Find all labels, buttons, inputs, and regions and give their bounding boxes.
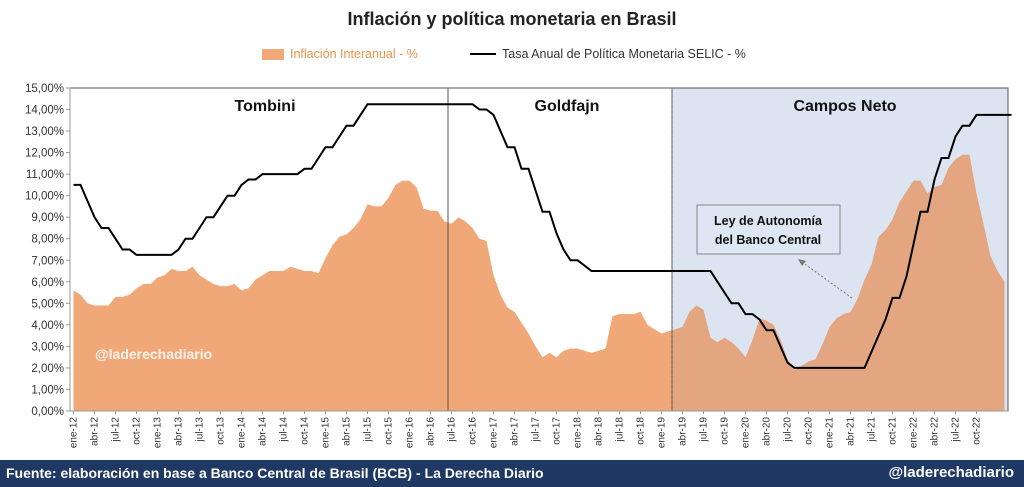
annotation-arrowhead [798,259,806,266]
x-tick-label: abr-22 [930,417,941,446]
x-tick-label: jul-18 [615,417,626,443]
x-tick-label: ene-19 [657,417,668,449]
x-tick-label: jul-12 [111,417,122,443]
x-tick-label: oct-22 [972,417,983,445]
x-tick-label: abr-16 [426,417,437,446]
x-tick-label: ene-15 [321,417,332,449]
x-tick-label: oct-20 [804,417,815,445]
y-tick-label: 8,00% [31,234,64,246]
period-label-tombini: Tombini [234,98,295,115]
y-tick-label: 12,00% [25,148,64,160]
footer-bar: Fuente: elaboración en base a Banco Cent… [0,460,1024,487]
x-tick-label: abr-12 [90,417,101,446]
y-tick-label: 4,00% [31,320,64,332]
x-tick-label: ene-20 [741,417,752,449]
y-tick-label: 3,00% [31,341,64,353]
period-label-campos-neto: Campos Neto [793,98,896,115]
x-tick-label: ene-21 [825,417,836,449]
selic-line [73,103,1012,369]
legend-label-selic: Tasa Anual de Política Monetaria SELIC -… [502,47,746,61]
x-tick-label: oct-15 [384,417,395,445]
x-tick-label: abr-17 [510,417,521,446]
x-tick-label: jul-15 [363,417,374,443]
x-tick-label: ene-12 [69,417,80,449]
x-tick-label: jul-16 [447,417,458,443]
x-tick-label: oct-12 [132,417,143,445]
period-label-goldfajn: Goldfajn [535,98,600,115]
annotation-line1: Ley de Autonomía [714,214,823,228]
x-tick-label: ene-16 [405,417,416,449]
y-tick-label: 15,00% [25,83,64,95]
y-tick-label: 7,00% [31,255,64,267]
x-tick-label: oct-14 [300,417,311,445]
y-tick-label: 1,00% [31,384,64,396]
y-tick-label: 10,00% [25,191,64,203]
inflation-area [73,154,1005,412]
x-tick-label: abr-18 [594,417,605,446]
x-tick-label: abr-13 [174,417,185,446]
x-tick-label: jul-14 [279,417,290,443]
x-tick-label: oct-16 [468,417,479,445]
x-tick-label: jul-13 [195,417,206,443]
x-tick-label: abr-19 [678,417,689,446]
x-tick-label: jul-21 [867,417,878,443]
footer-handle: @laderechadiario [888,464,1014,481]
y-tick-label: 11,00% [26,169,64,181]
chart-title: Inflación y política monetaria en Brasil [347,9,677,29]
x-tick-label: oct-19 [720,417,731,445]
x-tick-label: ene-17 [489,417,500,449]
x-tick-label: jul-19 [699,417,710,443]
x-tick-label: jul-20 [783,417,794,443]
annotation-box [696,204,841,255]
chart-svg: 0,00% 1,00% 2,00% 3,00% 4,00% 5,00% 6,00% 7,00%… [25,83,1012,449]
y-tick-label: 14,00% [25,105,64,117]
y-tick-label: 0,00% [31,406,64,418]
y-tick-label: 2,00% [31,363,64,375]
x-tick-label: abr-14 [258,417,269,446]
legend-label-inflation: Inflación Interanual - % [290,47,418,61]
x-tick-label: ene-13 [153,417,164,449]
x-tick-label: oct-13 [216,417,227,445]
x-tick-label: oct-17 [552,417,563,445]
x-tick-label: ene-18 [573,417,584,449]
y-tick-label: 9,00% [31,212,64,224]
y-tick-label: 6,00% [31,277,64,289]
x-tick-label: jul-22 [951,417,962,443]
x-tick-label: oct-18 [636,417,647,445]
x-tick-label: ene-14 [237,417,248,449]
watermark: @laderechadiario [95,346,212,362]
x-tick-label: abr-20 [762,417,773,446]
x-tick-label: jul-17 [531,417,542,443]
x-tick-label: oct-21 [888,417,899,445]
legend-swatch-area [262,48,284,60]
annotation-line2: del Banco Central [715,233,821,247]
legend-item-selic: Tasa Anual de Política Monetaria SELIC -… [470,47,746,61]
y-tick-label: 13,00% [25,126,64,138]
x-tick-label: abr-15 [342,417,353,446]
x-tick-label: ene-22 [909,417,920,449]
x-tick-label: abr-21 [846,417,857,446]
footer-source: Fuente: elaboración en base a Banco Cent… [6,465,544,481]
legend-swatch-line [470,53,496,55]
y-tick-label: 5,00% [31,298,64,310]
legend-item-inflation: Inflación Interanual - % [262,47,418,61]
